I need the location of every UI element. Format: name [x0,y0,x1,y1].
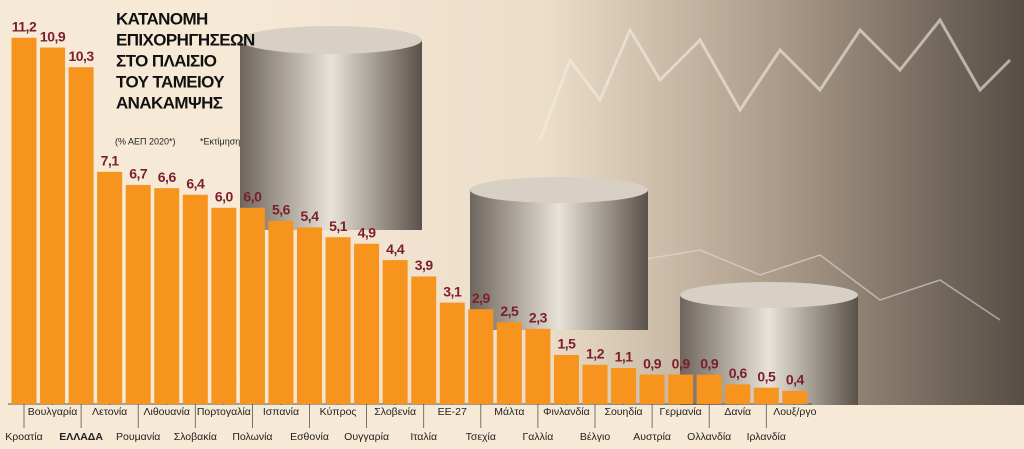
category-label: Ουγγαρία [344,431,389,443]
value-label: 6,0 [243,189,262,205]
title-line: ΤΟΥ ΤΑΜΕΙΟΥ [116,72,225,91]
value-label: 1,2 [586,345,605,361]
value-label: 2,9 [472,290,491,306]
title-line: ΑΝΑΚΑΜΨΗΣ [116,93,223,112]
title: ΚΑΤΑΝΟΜΗ ΕΠΙΧΟΡΗΓΗΣΕΩΝ ΣΤΟ ΠΛΑΙΣΙΟ ΤΟΥ ΤΑΜΕ… [116,9,256,112]
value-label: 10,9 [40,28,66,44]
category-label: Μάλτα [494,406,524,418]
value-label: 6,0 [215,189,234,205]
coin-stack [240,26,858,405]
bar [525,328,551,404]
category-label: Ιταλία [410,431,437,443]
bar [40,47,66,404]
value-label: 3,1 [443,283,462,299]
category-label: Ολλανδία [687,431,731,443]
bar [496,322,522,404]
category-label: Γαλλία [523,431,554,443]
category-label: Αυστρία [633,431,671,443]
bar [411,276,437,404]
category-label: Κροατία [5,431,42,443]
bar [68,67,94,404]
value-label: 4,9 [358,224,377,240]
value-label: 6,7 [129,166,148,182]
bar [297,227,322,404]
category-label: Πορτογαλία [197,406,251,418]
bar [668,374,694,404]
category-label: Εσθονία [290,431,329,443]
bar [696,374,722,404]
category-label: Ρουμανία [116,431,160,443]
value-label: 2,3 [529,309,548,325]
note: *Εκτίμηση [200,136,240,146]
bar [725,384,751,404]
bar [382,260,408,404]
value-label: 0,9 [672,355,691,371]
bar [125,184,151,404]
photo-line [538,17,1012,141]
value-label: 5,6 [272,202,291,218]
value-label: 6,6 [158,169,177,185]
category-label: Λουξ/ργο [773,406,816,418]
value-label: 0,5 [757,368,776,384]
value-label: 3,9 [415,257,434,273]
title-line: ΕΠΙΧΟΡΗΓΗΣΕΩΝ [116,30,255,49]
category-label: Βουλγαρία [28,406,78,418]
value-label: 0,9 [643,355,662,371]
bar [211,207,237,404]
bar [97,171,123,404]
category-label: Κύπρος [320,406,357,418]
category-label: ΕΕ-27 [438,406,467,418]
bar [325,237,351,404]
value-label: 0,4 [786,372,805,388]
category-label: Πολωνία [232,431,272,443]
value-label: 7,1 [101,153,120,169]
category-label: Φινλανδία [543,406,590,418]
category-label: Σλοβακία [174,431,217,443]
bar [239,207,265,404]
bar [611,368,637,404]
value-label: 1,1 [615,349,634,365]
bar [154,188,180,404]
bar [782,390,808,404]
category-label: Ισπανία [263,406,299,418]
category-label: Σλοβενία [374,406,416,418]
value-label: 5,1 [329,218,348,234]
category-label: Λετονία [92,406,127,418]
category-label: Δανία [724,406,751,418]
bar [268,220,294,404]
subtitle: (% ΑΕΠ 2020*) [115,136,176,146]
title-line: ΚΑΤΑΝΟΜΗ [116,9,208,28]
value-label: 5,4 [301,208,320,224]
bar [11,37,37,404]
value-label: 1,5 [557,336,576,352]
value-label: 4,4 [386,241,405,257]
title-line: ΣΤΟ ΠΛΑΙΣΙΟ [116,51,217,70]
category-label: Λιθουανία [144,406,191,418]
category-label: Βέλγιο [580,431,611,443]
bar [639,374,665,404]
bar [553,354,579,404]
bar [354,243,380,404]
value-label: 0,9 [700,355,719,371]
value-label: 11,2 [12,18,37,34]
value-label: 6,4 [186,175,205,191]
photo-line [639,249,1001,321]
value-label: 0,6 [729,365,748,381]
value-label: 2,5 [500,303,519,319]
bar [753,387,779,404]
category-label: ΕΛΛΑΔΑ [59,431,103,443]
category-label: Σουηδία [604,406,642,418]
bar [439,302,465,404]
category-label: Ιρλανδία [747,431,786,443]
bar [468,309,494,404]
bar [182,194,208,404]
category-label: Γερμανία [660,406,702,418]
bar [582,364,608,404]
category-label: Τσεχία [466,431,496,443]
value-label: 10,3 [68,48,94,64]
